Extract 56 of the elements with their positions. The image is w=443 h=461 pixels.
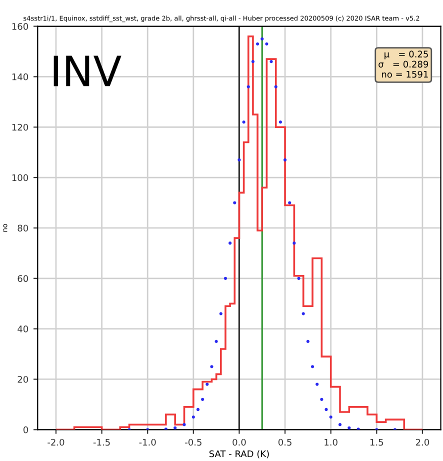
point: [348, 426, 351, 430]
point: [316, 382, 319, 386]
point: [219, 312, 222, 316]
annotation: μ = 0.25 σ = 0.289 no = 1591: [378, 50, 428, 78]
x-axis-title: SAT - RAD (K): [209, 450, 269, 458]
y-tick-label: 100: [12, 174, 28, 182]
point: [338, 423, 342, 426]
point: [196, 408, 200, 412]
y-tick-label: 60: [18, 275, 28, 282]
point: [310, 365, 314, 368]
point: [265, 42, 268, 46]
point: [302, 312, 305, 316]
x-tick-label: 1.0: [324, 438, 338, 446]
x-tick-label: 2.0: [416, 438, 430, 446]
x-tick-label: -1.5: [93, 438, 110, 446]
point: [201, 398, 204, 401]
point: [278, 120, 282, 124]
point: [228, 242, 232, 245]
point: [238, 158, 241, 162]
point: [210, 365, 214, 368]
x-tick-label: 0.5: [278, 438, 292, 446]
point: [256, 42, 260, 46]
point: [233, 201, 236, 204]
point: [320, 398, 324, 401]
point: [283, 158, 287, 162]
point: [192, 415, 195, 419]
point: [274, 85, 278, 88]
y-tick-label: 40: [18, 326, 28, 332]
point: [270, 60, 273, 64]
point: [214, 340, 218, 343]
y-tick-label: 80: [18, 224, 28, 232]
x-tick-label: -2.0: [48, 438, 64, 446]
x-tick-label: 1.5: [370, 438, 384, 446]
x-tick-label: -1.0: [139, 438, 156, 446]
y-tick-label: 140: [12, 73, 28, 80]
point: [297, 276, 300, 280]
y-tick-label: 120: [12, 124, 28, 131]
point: [292, 242, 296, 245]
y-tick-label: 20: [18, 376, 28, 383]
point: [329, 415, 332, 419]
y-tick-label: 160: [12, 23, 28, 30]
point: [246, 85, 250, 88]
x-tick-label: -0.5: [185, 438, 202, 446]
point: [224, 276, 228, 280]
point: [306, 340, 310, 343]
point: [174, 426, 177, 430]
x-tick-label: 0.0: [232, 438, 246, 446]
point: [242, 120, 246, 124]
point: [288, 201, 292, 204]
point: [260, 37, 264, 40]
point: [206, 382, 209, 386]
point: [251, 60, 255, 64]
point: [324, 408, 328, 412]
y-tick-label: 0: [23, 426, 28, 434]
point: [182, 423, 186, 426]
annotation: INV: [54, 56, 122, 86]
